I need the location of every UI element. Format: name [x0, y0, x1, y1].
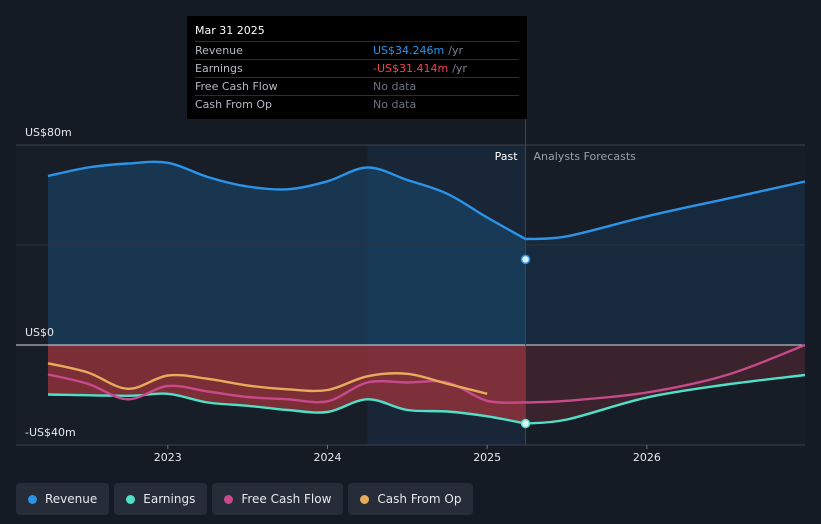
legend-label: Earnings [143, 492, 196, 506]
y-label-top: US$80m [25, 126, 72, 139]
revenue-dot-icon [28, 494, 37, 504]
earnings-line-forecast [525, 373, 806, 425]
tooltip-date: Mar 31 2025 [195, 24, 265, 37]
tooltip-value: No data [373, 98, 417, 111]
earnings-marker [520, 418, 531, 429]
past-label: Past [495, 150, 519, 163]
tooltip-unit: /yr [452, 62, 467, 75]
x-tick-label: 2024 [313, 451, 341, 464]
legend-item-cash-from-op[interactable]: Cash From Op [348, 483, 474, 515]
tooltip-label: Free Cash Flow [195, 80, 278, 93]
y-label-bottom: -US$40m [25, 426, 76, 439]
earnings-dot-icon [126, 494, 136, 504]
tooltip-row-cash-from-op: Cash From Op No data [195, 95, 519, 113]
legend-label: Free Cash Flow [241, 492, 332, 506]
earnings-line-past [47, 392, 526, 425]
x-tick-label: 2023 [154, 451, 182, 464]
free-cash-flow-line-past [47, 373, 526, 404]
tooltip-label: Revenue [195, 44, 243, 57]
earnings-area-past [48, 345, 526, 424]
legend-item-revenue[interactable]: Revenue [16, 483, 110, 515]
free-cash-flow-line-forecast [525, 343, 806, 404]
free-cash-flow-dot-icon [224, 494, 234, 504]
tooltip-row-revenue: Revenue US$34.246m /yr [195, 41, 519, 59]
tooltip-value: US$34.246m [373, 44, 445, 57]
legend-label: Cash From Op [377, 492, 462, 506]
tooltip-unit: /yr [448, 44, 463, 57]
tooltip: Mar 31 2025 Revenue US$34.246m /yr Earni… [187, 16, 527, 119]
tooltip-label: Earnings [195, 62, 243, 75]
revenue-line-past [47, 160, 527, 241]
revenue-area-forecast [525, 181, 805, 345]
tooltip-row-earnings: Earnings -US$31.414m /yr [195, 59, 519, 77]
revenue-line-forecast [525, 180, 806, 241]
cash-from-op-line-past [47, 362, 488, 395]
legend-item-free-cash-flow[interactable]: Free Cash Flow [212, 483, 344, 515]
legend-label: Revenue [45, 492, 98, 506]
x-tick-label: 2026 [633, 451, 661, 464]
y-label-zero: US$0 [25, 326, 54, 339]
tooltip-label: Cash From Op [195, 98, 273, 111]
revenue-area-past [48, 161, 526, 345]
legend: Revenue Earnings Free Cash Flow Cash Fro… [16, 483, 474, 515]
forecast-label: Analysts Forecasts [534, 150, 637, 163]
x-tick-label: 2025 [473, 451, 501, 464]
tooltip-value: No data [373, 80, 417, 93]
legend-item-earnings[interactable]: Earnings [114, 483, 208, 515]
revenue-marker [520, 254, 531, 265]
earnings-area-forecast [525, 345, 805, 424]
cash-from-op-dot-icon [360, 494, 370, 504]
tooltip-value: -US$31.414m [373, 62, 449, 75]
tooltip-row-free-cash-flow: Free Cash Flow No data [195, 77, 519, 95]
